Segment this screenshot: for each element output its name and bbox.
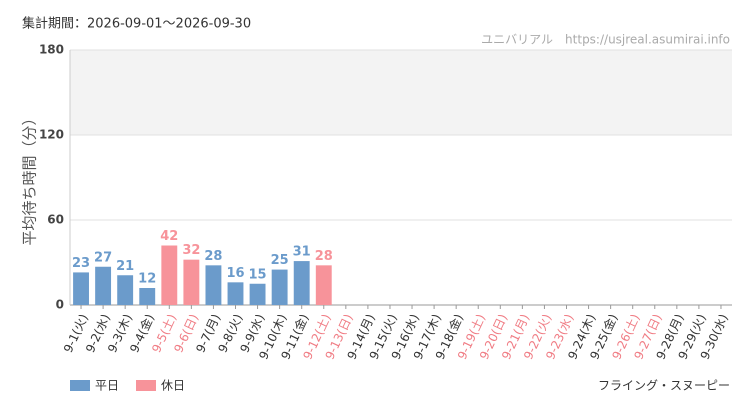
value-label: 21 [116, 259, 134, 274]
bar [117, 275, 134, 305]
value-label: 32 [182, 243, 200, 258]
legend-label: 休日 [161, 379, 185, 393]
value-label: 16 [226, 266, 244, 281]
bar [249, 283, 266, 305]
value-label: 15 [249, 267, 267, 282]
bar [161, 245, 178, 305]
value-label: 42 [160, 229, 178, 244]
bar [73, 272, 89, 305]
value-label: 28 [315, 249, 333, 264]
bar [183, 259, 200, 305]
legend-swatch [136, 380, 156, 391]
bar [271, 269, 288, 305]
legend-swatch [70, 380, 90, 391]
source: ユニバリアル https://usjreal.asumirai.info [481, 33, 730, 47]
legend-label: 平日 [95, 379, 119, 393]
value-label: 23 [72, 256, 90, 271]
y-tick-label: 120 [39, 128, 64, 142]
y-axis-label: 平均待ち時間（分） [21, 110, 39, 245]
bar [227, 282, 244, 305]
grid-band [70, 50, 732, 135]
attraction-name: フライング・スヌーピー [598, 379, 730, 393]
chart-title: 集計期間：2026-09-01～2026-09-30 [22, 16, 251, 32]
bar [293, 261, 310, 305]
value-label: 28 [204, 249, 222, 264]
y-tick-label: 0 [56, 298, 64, 312]
y-tick-label: 180 [39, 43, 64, 57]
bar [205, 265, 222, 305]
value-label: 12 [138, 272, 156, 287]
value-label: 25 [271, 253, 289, 268]
value-label: 31 [293, 245, 311, 260]
bar [315, 265, 332, 305]
y-tick-label: 60 [47, 213, 64, 227]
bar [139, 288, 156, 305]
bar [95, 266, 112, 305]
value-label: 27 [94, 250, 112, 265]
